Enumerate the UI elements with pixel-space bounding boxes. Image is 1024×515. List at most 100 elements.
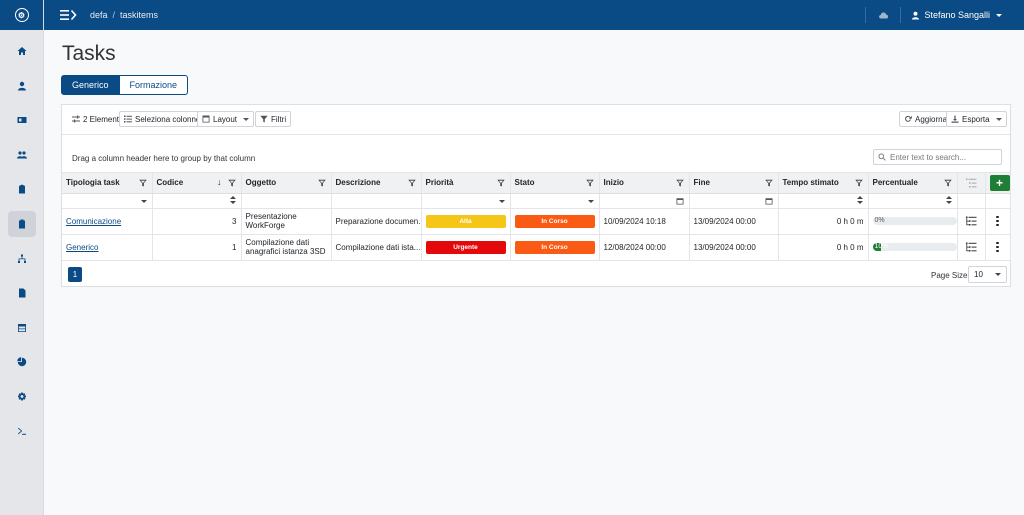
filter-cell-descrizione[interactable] — [331, 193, 422, 209]
select-columns-button[interactable]: Seleziona colonne — [119, 111, 206, 127]
sidebar-item-id-card[interactable] — [8, 107, 36, 133]
building-icon — [19, 184, 25, 194]
app-logo[interactable]: ⚙ — [0, 0, 43, 30]
page-button-current[interactable]: 1 — [68, 267, 82, 282]
column-header[interactable]: Inizio — [599, 173, 690, 194]
tree-list-icon — [965, 242, 976, 252]
filter-cell-stato[interactable] — [510, 193, 600, 209]
filter-cell-tempo[interactable] — [778, 193, 869, 209]
layout-button[interactable]: Layout — [197, 111, 255, 127]
column-header[interactable]: Stato — [510, 173, 600, 194]
breadcrumb-item[interactable]: defa — [90, 10, 108, 20]
user-menu[interactable]: Stefano Sangalli — [901, 10, 1024, 20]
number-spinner-icon[interactable] — [229, 195, 236, 204]
export-button[interactable]: Esporta — [946, 111, 1007, 127]
progress-label: 10% — [874, 243, 889, 250]
number-spinner-icon[interactable] — [945, 195, 952, 204]
number-spinner-icon[interactable] — [856, 195, 863, 204]
cell-percentuale: 0% — [868, 208, 958, 235]
sidebar-item-users[interactable] — [8, 142, 36, 168]
more-actions-icon[interactable] — [990, 241, 1006, 253]
column-header[interactable]: Oggetto — [241, 173, 332, 194]
column-title: Stato — [514, 178, 535, 188]
calendar-icon[interactable] — [765, 197, 773, 205]
search-input[interactable] — [890, 152, 1000, 162]
column-header[interactable]: Descrizione — [331, 173, 422, 194]
cell-percentuale: 10% — [868, 234, 958, 261]
sync-button[interactable] — [866, 11, 900, 19]
column-filter-button[interactable] — [943, 179, 952, 187]
user-name: Stefano Sangalli — [924, 10, 990, 20]
page-size-select[interactable]: 10 — [968, 266, 1007, 283]
sidebar-item-home[interactable] — [8, 38, 36, 64]
filter-icon — [227, 179, 236, 187]
cell-tempo: 0 h 0 m — [778, 234, 869, 261]
sidebar-item-reports[interactable] — [8, 349, 36, 375]
filter-cell-priorita[interactable] — [421, 193, 511, 209]
sidebar-item-documents[interactable] — [8, 280, 36, 306]
filter-cell-tipologia[interactable] — [62, 193, 153, 209]
menu-collapse-icon — [60, 9, 77, 21]
divider — [865, 7, 867, 23]
filter-cell-fine[interactable] — [689, 193, 779, 209]
tipologia-link[interactable]: Comunicazione — [66, 216, 122, 226]
filter-cell-codice[interactable] — [152, 193, 242, 209]
column-filter-button[interactable] — [675, 179, 684, 187]
filters-button[interactable]: Filtri — [255, 111, 292, 127]
column-filter-button[interactable] — [138, 179, 147, 187]
sitemap-icon — [18, 254, 26, 263]
refresh-button[interactable]: Aggiorna — [899, 111, 953, 127]
breadcrumb-separator: / — [112, 10, 116, 20]
more-actions-icon[interactable] — [990, 215, 1006, 227]
progress-label: 0% — [874, 217, 885, 224]
sidebar-item-user[interactable] — [8, 73, 36, 99]
breadcrumb-item[interactable]: taskitems — [120, 10, 159, 20]
column-filter-button[interactable] — [854, 179, 863, 187]
group-panel[interactable] — [62, 135, 1010, 173]
chevron-down-icon — [243, 117, 250, 121]
table-row[interactable]: Generico 1 Compilazione dati anagrafici … — [62, 234, 1011, 261]
column-filter-button[interactable] — [496, 179, 505, 187]
column-header[interactable]: Priorità — [421, 173, 511, 194]
header-row: Tipologia task Codice ↓ Oggetto Descrizio… — [62, 173, 1011, 194]
column-filter-button[interactable] — [317, 179, 326, 187]
sidebar-item-table[interactable] — [8, 315, 36, 341]
grid-search[interactable] — [873, 149, 1002, 165]
column-title: Oggetto — [245, 178, 277, 188]
sidebar-item-building[interactable] — [8, 176, 36, 202]
cell-priorita: Alta — [421, 208, 511, 235]
sidebar-item-console[interactable] — [8, 418, 36, 444]
filter-cell-oggetto[interactable] — [241, 193, 332, 209]
top-bar: defa / taskitems Stefano Sangalli — [44, 0, 1024, 30]
menu-toggle-button[interactable] — [60, 8, 78, 22]
download-icon — [951, 115, 959, 123]
calendar-icon[interactable] — [676, 197, 684, 205]
filter-cell-percentuale[interactable] — [868, 193, 958, 209]
sidebar-item-tasks[interactable] — [8, 211, 36, 237]
page-size-label: Page Size: — [931, 271, 970, 280]
sidebar-item-settings[interactable] — [8, 384, 36, 410]
filter-cell-inizio[interactable] — [599, 193, 690, 209]
tab-formazione[interactable]: Formazione — [119, 75, 189, 95]
chevron-down-icon — [995, 117, 1002, 121]
column-header[interactable]: Codice ↓ — [152, 173, 242, 194]
sidebar-item-org[interactable] — [8, 246, 36, 272]
column-filter-button[interactable] — [585, 179, 594, 187]
column-header[interactable]: Percentuale — [868, 173, 958, 194]
table-row[interactable]: Comunicazione 3 Presentazione WorkForge … — [62, 208, 1011, 235]
tab-generico[interactable]: Generico — [61, 75, 120, 95]
column-filter-button[interactable] — [407, 179, 416, 187]
tipologia-link[interactable]: Generico — [66, 242, 99, 252]
column-filter-button[interactable] — [227, 179, 236, 187]
subtasks-button[interactable] — [962, 242, 981, 252]
tab-group: Generico Formazione — [61, 75, 189, 95]
column-header[interactable]: Tempo stimato — [778, 173, 869, 194]
subtasks-button[interactable] — [962, 216, 981, 226]
column-title: Priorità — [425, 178, 454, 188]
add-task-button[interactable]: + — [989, 174, 1009, 191]
column-header[interactable]: Tipologia task — [62, 173, 153, 194]
column-header[interactable]: Fine — [689, 173, 779, 194]
cell-priorita: Urgente — [421, 234, 511, 261]
cell-tipologia: Comunicazione — [62, 208, 153, 235]
column-filter-button[interactable] — [764, 179, 773, 187]
